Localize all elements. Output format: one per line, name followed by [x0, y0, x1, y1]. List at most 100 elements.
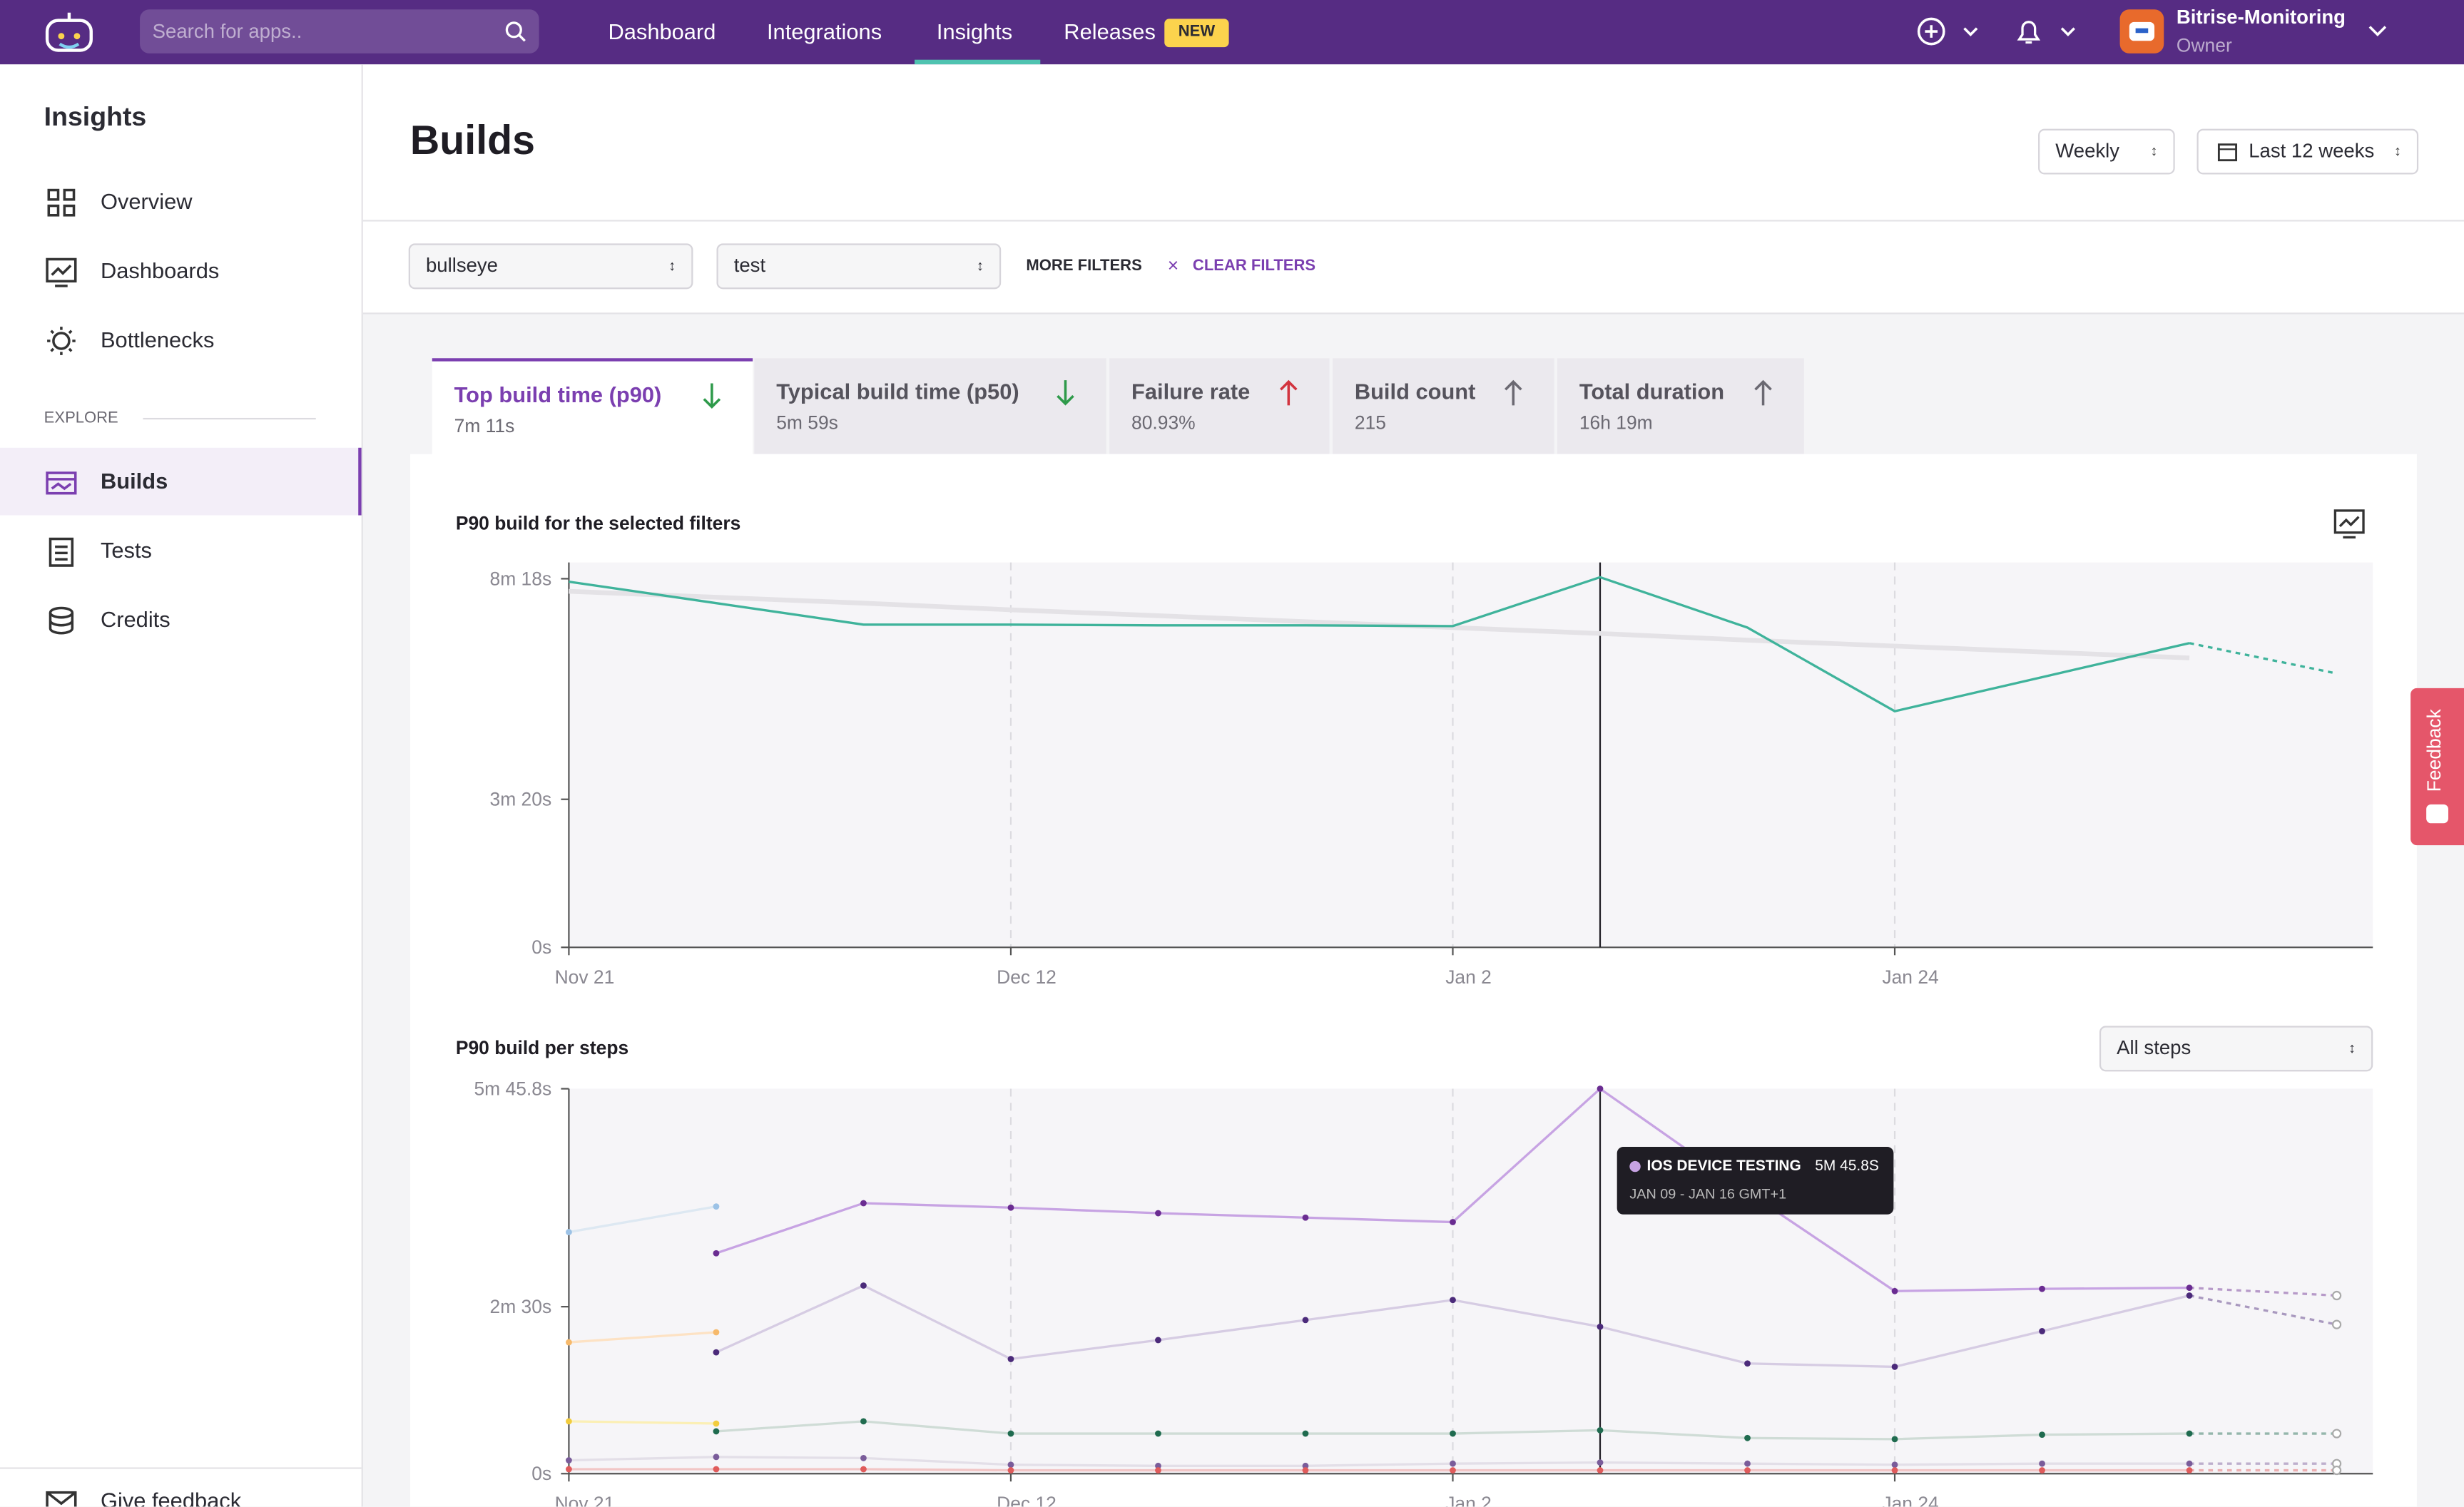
tooltip-series: IOS DEVICE TESTING: [1646, 1158, 1801, 1175]
data-point: [2331, 1429, 2342, 1439]
sidebar-item[interactable]: Credits: [100, 606, 170, 632]
data-point: [2186, 1460, 2193, 1467]
data-point: [1891, 1461, 1898, 1468]
arrow-shape: [1057, 380, 1074, 406]
filter-select[interactable]: bullseye ↕: [408, 243, 693, 290]
projected-line: [2189, 1294, 2337, 1326]
data-point: [860, 1454, 867, 1461]
page-title: Builds: [409, 116, 535, 164]
icon-builds: [46, 471, 77, 495]
org-name[interactable]: Bitrise-Monitoring: [2176, 6, 2346, 29]
data-point: [1007, 1204, 1014, 1211]
data-point: [1155, 1430, 1161, 1437]
data-point: [1597, 1426, 1604, 1434]
data-point: [2039, 1328, 2045, 1334]
data-point: [2331, 1465, 2342, 1476]
clear-filters[interactable]: CLEAR FILTERS: [1192, 257, 1316, 275]
data-point: [1450, 1219, 1456, 1225]
data-point: [566, 1229, 572, 1235]
search-icon: [505, 21, 526, 42]
clear-icon: ×: [1167, 254, 1179, 277]
data-point: [1155, 1467, 1161, 1473]
data-point: [1155, 1462, 1161, 1469]
chart-title: P90 build for the selected filters: [455, 512, 741, 534]
data-point: [1302, 1430, 1309, 1437]
nav-item[interactable]: Integrations: [766, 19, 882, 44]
data-point: [713, 1329, 720, 1336]
data-point: [2331, 1290, 2342, 1301]
x-tick-label: Nov 21: [555, 966, 615, 988]
more-filters[interactable]: MORE FILTERS: [1026, 257, 1142, 275]
metric-tab[interactable]: Failure rate 80.93%: [1109, 358, 1330, 454]
tooltip: IOS DEVICE TESTING 5M 45.8S JAN 09 - JAN…: [1617, 1147, 1894, 1215]
x-tick-label: Jan 2: [1445, 1493, 1492, 1507]
data-point: [2186, 1292, 2193, 1299]
tab-arrow: [703, 383, 721, 409]
y-tick-label: 2m 30s: [490, 1296, 552, 1317]
x-tick-label: Dec 12: [997, 966, 1057, 988]
data-point: [1302, 1214, 1309, 1221]
data-point: [1302, 1462, 1309, 1469]
steps-select[interactable]: All steps ↕: [2099, 1026, 2373, 1072]
data-point: [1450, 1460, 1456, 1467]
chart-title: P90 build per steps: [455, 1036, 629, 1059]
org-chevron[interactable]: [2366, 22, 2388, 41]
tab-label: Typical build time (p50): [776, 378, 1019, 404]
active-item-bg: [0, 447, 362, 516]
metric-tab[interactable]: Total duration 16h 19m: [1557, 358, 1804, 454]
data-point: [1744, 1360, 1751, 1367]
icon-overview: [47, 188, 76, 217]
sidebar-item[interactable]: Overview: [100, 188, 193, 214]
sidebar-item[interactable]: Tests: [100, 537, 152, 563]
tab-arrow: [1505, 379, 1522, 406]
chart-icon[interactable]: [2333, 508, 2365, 539]
search-box[interactable]: Search for apps..: [140, 9, 539, 53]
metric-tab[interactable]: Build count 215: [1332, 358, 1554, 454]
data-point: [1597, 1323, 1604, 1330]
nav-item[interactable]: Insights: [936, 19, 1013, 44]
data-point: [713, 1428, 720, 1435]
data-point: [566, 1457, 572, 1463]
data-point: [1891, 1436, 1898, 1443]
org-avatar[interactable]: [2119, 9, 2164, 53]
org-role: Owner: [2176, 34, 2232, 57]
metric-tab[interactable]: Top build time (p90) 7m 11s: [432, 358, 753, 454]
tab-label: Failure rate: [1131, 378, 1251, 404]
data-point: [1744, 1460, 1751, 1467]
series-line: [569, 1331, 717, 1344]
nav-item[interactable]: Dashboard: [608, 19, 716, 44]
sidebar-item[interactable]: Builds: [100, 468, 168, 494]
data-point: [1891, 1364, 1898, 1370]
data-point: [2039, 1285, 2045, 1292]
data-point: [2186, 1430, 2193, 1437]
series-line: [569, 1420, 716, 1425]
data-point: [566, 1339, 572, 1346]
nav-item[interactable]: Releases: [1064, 19, 1156, 44]
data-point: [1891, 1467, 1898, 1473]
data-point: [1155, 1210, 1161, 1217]
y-tick-label: 5m 45.8s: [474, 1078, 551, 1099]
range-select[interactable]: Last 12 weeks ↕: [2196, 128, 2419, 175]
filter-select[interactable]: test ↕: [716, 243, 1002, 290]
metric-tab[interactable]: Typical build time (p50) 5m 59s: [754, 358, 1106, 454]
feedback-tab[interactable]: Feedback: [2410, 688, 2464, 846]
data-point: [1450, 1467, 1456, 1473]
sidebar-footer[interactable]: Give feedback: [100, 1488, 242, 1507]
icon-bottlenecks: [47, 327, 76, 355]
data-point: [860, 1200, 867, 1207]
tab-label: Top build time (p90): [454, 382, 662, 407]
x-tick-label: Jan 24: [1882, 1493, 1938, 1507]
period-select[interactable]: Weekly ↕: [2038, 128, 2175, 175]
series-line: [569, 1468, 2190, 1472]
sidebar-item[interactable]: Dashboards: [100, 257, 220, 283]
data-point: [1744, 1434, 1751, 1441]
tab-value: 16h 19m: [1579, 412, 1653, 434]
sidebar-item[interactable]: Bottlenecks: [100, 327, 215, 352]
y-tick-label: 3m 20s: [490, 789, 552, 810]
steps-label: All steps: [2117, 1036, 2191, 1059]
search-placeholder: Search for apps..: [152, 20, 302, 43]
data-point: [566, 1466, 572, 1473]
data-point: [1007, 1467, 1014, 1473]
arrow-shape: [1280, 379, 1298, 406]
